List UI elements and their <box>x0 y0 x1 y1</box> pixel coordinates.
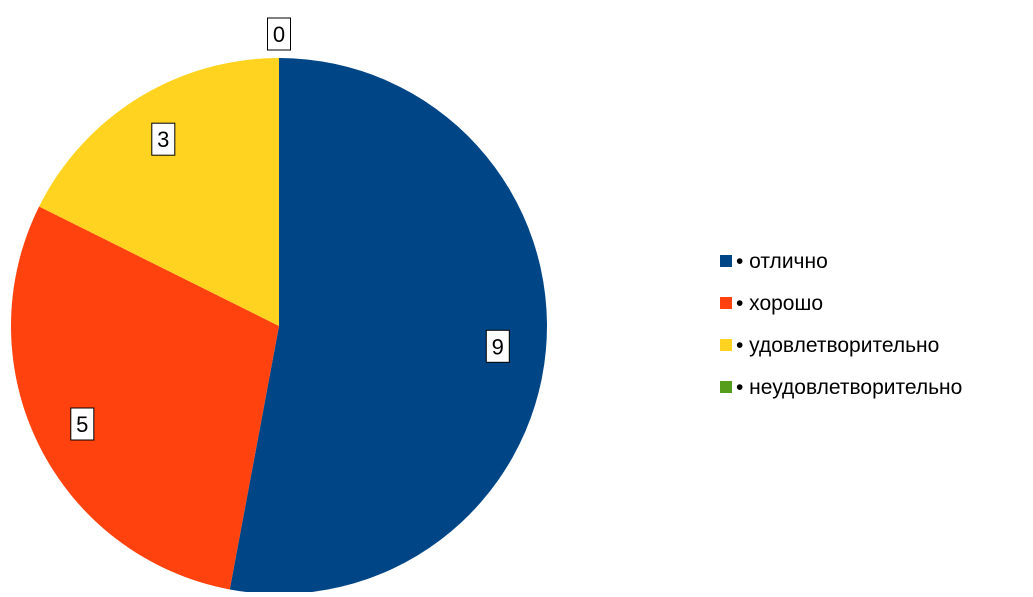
legend-item: • неудовлетворительно <box>720 376 962 399</box>
data-label-text: 9 <box>492 334 504 359</box>
legend-label: • отлично <box>736 250 828 273</box>
legend-label: • неудовлетворительно <box>736 376 962 399</box>
legend: • отлично • хорошо • удовлетворительно • не… <box>720 250 962 399</box>
slices-layer <box>11 58 547 594</box>
data-label-box <box>151 122 176 156</box>
legend-item: • хорошо <box>720 292 823 315</box>
legend-item: • отлично <box>720 250 828 273</box>
pie-slice <box>39 58 279 326</box>
data-label: 0 <box>267 17 291 51</box>
data-label: 3 <box>151 122 176 156</box>
legend-swatch <box>720 381 732 393</box>
legend-swatch <box>720 255 732 267</box>
data-label-box <box>70 407 95 441</box>
legend-item: • удовлетворительно <box>720 334 939 357</box>
data-label: 5 <box>70 407 95 441</box>
data-label-text: 5 <box>76 412 88 437</box>
data-label-text: 3 <box>157 127 169 152</box>
data-label: 9 <box>485 329 510 363</box>
data-labels-layer: 9 5 3 0 <box>70 17 510 441</box>
legend-swatch <box>720 339 732 351</box>
data-label-box <box>485 329 510 363</box>
legend-swatch <box>720 297 732 309</box>
data-label-box <box>267 17 291 51</box>
pie-slice <box>11 206 279 590</box>
legend-label: • хорошо <box>736 292 823 315</box>
data-label-text: 0 <box>273 22 285 47</box>
pie-slice <box>229 58 547 594</box>
legend-label: • удовлетворительно <box>736 334 939 357</box>
